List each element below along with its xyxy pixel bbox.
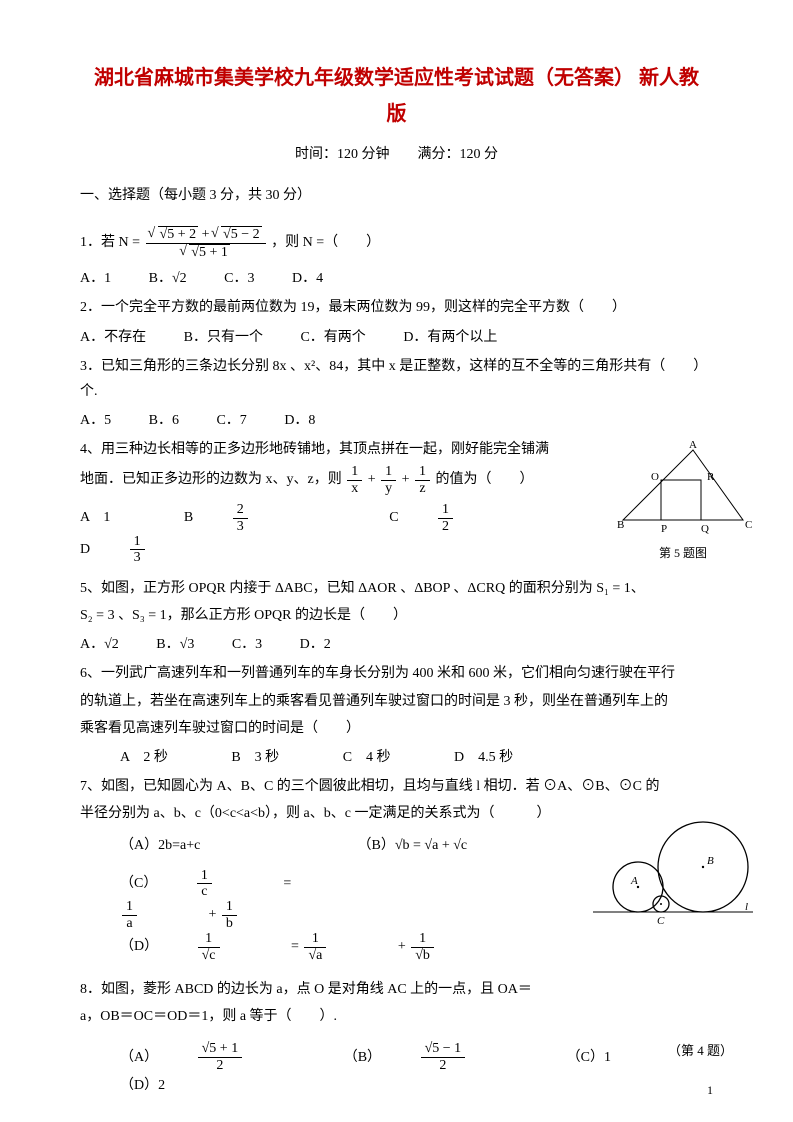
q4-opt-d: D 13 [80, 534, 213, 566]
q3-opt-b: B．6 [149, 408, 179, 433]
q6-opt-a: A 2 秒 [120, 745, 168, 770]
q6-opt-c: C 4 秒 [343, 745, 391, 770]
exam-info: 时间：120 分钟 满分：120 分 [80, 142, 713, 167]
question-5-line1: 5、如图，正方形 OPQR 内接于 ΔABC，已知 ΔAOR 、ΔBOP 、ΔC… [80, 576, 713, 601]
q5-options: A．√2 B．√3 C．3 D．2 [80, 632, 713, 657]
question-2: 2．一个完全平方数的最前两位数为 19，最末两位数为 99，则这样的完全平方数（… [80, 295, 713, 320]
question-7-line1: 7、如图，已知圆心为 A、B、C 的三个圆彼此相切，且均与直线 l 相切．若 ⊙… [80, 774, 713, 799]
q1-opt-b: B．√2 [149, 266, 187, 291]
q8-options: （A） √5 + 12 （B） √5 − 12 （C）1 （D）2 [80, 1041, 713, 1098]
q2-opt-d: D．有两个以上 [403, 325, 497, 350]
triangle-square-icon: A B C O R P Q [613, 440, 753, 535]
q5-opt-d: D．2 [300, 632, 331, 657]
q1-opt-c: C．3 [224, 266, 254, 291]
figure-8-caption: （第 4 题） [668, 1039, 733, 1062]
q8-opt-b: （B） √5 − 12 [344, 1041, 533, 1073]
question-5-line2: S₂ = 3 、S₃ = 1，那么正方形 OPQR 的边长是（ ） [80, 603, 713, 628]
q2-options: A．不存在 B．只有一个 C．有两个 D．有两个以上 [80, 325, 713, 350]
q5-opt-c: C．3 [232, 632, 262, 657]
q1-prefix: 1．若 N = [80, 235, 144, 250]
svg-text:A: A [689, 440, 697, 451]
figure-7: A B C l [593, 812, 753, 941]
q4-opt-c: C 12 [389, 502, 521, 534]
svg-text:C: C [657, 915, 665, 927]
q7-opt-b: （B）√b = √a + √c [358, 833, 468, 858]
q1-options: A．1 B．√2 C．3 D．4 [80, 266, 713, 291]
q1-suffix: ，则 N =（ ） [271, 235, 380, 250]
q1-opt-a: A．1 [80, 266, 111, 291]
q5-opt-a: A．√2 [80, 632, 119, 657]
question-8-line2: a，OB＝OC＝OD＝1，则 a 等于（ ）. [80, 1004, 713, 1029]
svg-text:A: A [630, 875, 638, 887]
figure-5-caption: 第 5 题图 [613, 543, 753, 565]
sqrt-icon: √5 + 1 [181, 244, 230, 260]
circles-tangent-icon: A B C l [593, 812, 753, 932]
q1-opt-d: D．4 [292, 266, 323, 291]
page-title: 湖北省麻城市集美学校九年级数学适应性考试试题（无答案） 新人教 版 [80, 60, 713, 132]
svg-text:O: O [651, 471, 659, 483]
svg-text:C: C [745, 519, 752, 531]
svg-text:Q: Q [701, 523, 709, 535]
q6-options: A 2 秒 B 3 秒 C 4 秒 D 4.5 秒 [80, 745, 713, 770]
q7-opt-a: （A）2b=a+c [120, 833, 320, 858]
figure-5: A B C O R P Q 第 5 题图 [613, 440, 753, 564]
q3-opt-c: C．7 [216, 408, 246, 433]
title-line2: 版 [387, 103, 407, 125]
svg-text:R: R [707, 471, 715, 483]
q3-opt-a: A．5 [80, 408, 111, 433]
section-1-header: 一、选择题（每小题 3 分，共 30 分） [80, 183, 713, 208]
svg-text:P: P [661, 523, 667, 535]
sqrt-icon: √5 − 2 [213, 226, 262, 242]
q2-opt-b: B．只有一个 [184, 325, 263, 350]
q6-opt-d: D 4.5 秒 [454, 745, 513, 770]
question-6-line3: 乘客看见高速列车驶过窗口的时间是（ ） [80, 716, 713, 741]
q2-opt-c: C．有两个 [300, 325, 365, 350]
q5-opt-b: B．√3 [156, 632, 194, 657]
q7-opt-d: （D） 1√c = 1√a + 1√b [120, 931, 502, 963]
q3-opt-d: D．8 [284, 408, 315, 433]
q3-options: A．5 B．6 C．7 D．8 [80, 408, 713, 433]
question-1: 1．若 N = √5 + 2 + √5 − 2 √5 + 1 ，则 N =（ ） [80, 226, 713, 260]
q7-opt-c: （C） 1c = 1a + 1b [120, 868, 320, 932]
sqrt-icon: √5 + 2 [150, 226, 199, 242]
q8-opt-a: （A） √5 + 12 [120, 1041, 310, 1073]
question-8-line1: 8．如图，菱形 ABCD 的边长为 a，点 O 是对角线 AC 上的一点，且 O… [80, 977, 713, 1002]
question-6-line1: 6、一列武广高速列车和一列普通列车的车身长分别为 400 米和 600 米，它们… [80, 661, 713, 686]
q4-opt-b: B 23 [184, 502, 316, 534]
q2-opt-a: A．不存在 [80, 325, 146, 350]
svg-text:B: B [617, 519, 624, 531]
question-6-line2: 的轨道上，若坐在高速列车上的乘客看见普通列车驶过窗口的时间是 3 秒，则坐在普通… [80, 689, 713, 714]
svg-text:l: l [745, 901, 748, 913]
question-3: 3．已知三角形的三条边长分别 8x 、x²、84，其中 x 是正整数，这样的互不… [80, 354, 713, 404]
page-number: 1 [707, 1080, 713, 1102]
q8-opt-d: （D）2 [120, 1073, 165, 1098]
q4-opt-a: A 1 [80, 505, 110, 530]
q1-fraction: √5 + 2 + √5 − 2 √5 + 1 [146, 226, 266, 260]
q8-opt-c: （C）1 [567, 1045, 611, 1070]
svg-text:B: B [707, 855, 714, 867]
title-line1: 湖北省麻城市集美学校九年级数学适应性考试试题（无答案） 新人教 [94, 67, 699, 89]
q6-opt-b: B 3 秒 [231, 745, 279, 770]
